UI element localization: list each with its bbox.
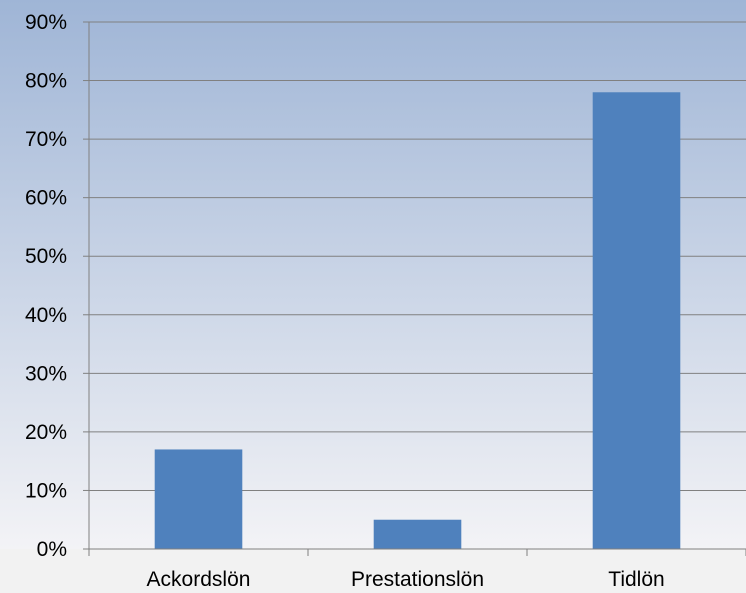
y-tick-label: 90% <box>25 11 67 34</box>
y-tick-label: 0% <box>37 538 67 561</box>
y-tick-label: 60% <box>25 187 67 210</box>
y-tick-label: 50% <box>25 245 67 268</box>
bar-tidlön <box>592 92 681 550</box>
bar-prestationslön <box>373 519 462 549</box>
y-tick-label: 80% <box>25 70 67 93</box>
axes <box>83 21 746 556</box>
x-tick-label: Tidlön <box>608 568 664 591</box>
x-tick-label: Prestationslön <box>351 568 484 591</box>
y-tick-label: 70% <box>25 128 67 151</box>
bar-ackordslön <box>154 449 243 549</box>
y-tick-label: 40% <box>25 304 67 327</box>
y-tick-label: 20% <box>25 421 67 444</box>
y-tick-label: 10% <box>25 479 67 502</box>
labels: 0% 10% 20% 30% 40% 50% 60% 70% 80% 90% Ackordslön P… <box>25 11 665 591</box>
y-tick-label: 30% <box>25 362 67 385</box>
bars <box>154 92 681 550</box>
x-tick-label: Ackordslön <box>147 568 251 591</box>
